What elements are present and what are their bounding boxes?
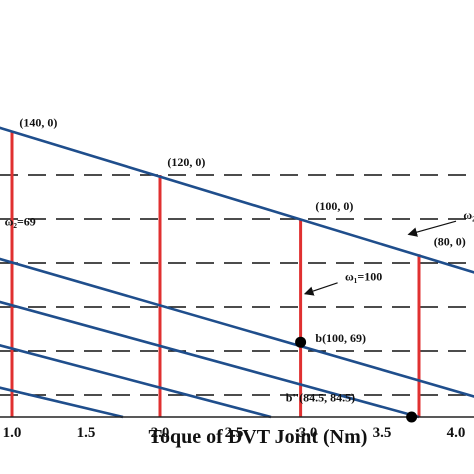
x-tick-label-0: 1.0 (3, 425, 22, 441)
data-points (295, 336, 418, 423)
point-1 (406, 411, 418, 423)
blue-line-1 (0, 257, 474, 398)
annotation-1: (120, 0) (167, 155, 205, 169)
blue-line-4 (0, 386, 124, 419)
blue-line-3 (0, 344, 272, 419)
red-vertical-lines (10, 131, 421, 417)
annotation-10: b(100, 69) (315, 331, 366, 345)
annotation-labels: (140, 0)(120, 0)(100, 0)(80, 0)(60, 0)(4… (5, 116, 474, 405)
x-tick-label-3: 2.5 (225, 425, 244, 441)
annotation-7: ω₂=0 (463, 208, 474, 222)
x-tick-label-4: 3.0 (299, 425, 318, 441)
blue-line-2 (0, 300, 420, 419)
blue-line-0 (0, 126, 474, 274)
annotation-2: (100, 0) (315, 199, 353, 213)
annotation-3: (80, 0) (434, 234, 466, 248)
dashed-gridlines (0, 174, 474, 396)
x-tick-label-6: 4.0 (447, 425, 466, 441)
x-tick-label-2: 2.0 (151, 425, 170, 441)
arrow-omega1-100 (303, 282, 338, 296)
annotation-arrows (303, 220, 457, 296)
x-axis-title: Toque of DVT Joint (Nm) (149, 426, 368, 448)
annotation-11: b''(84.5, 84.5) (286, 391, 355, 405)
annotation-8: ω₂=69 (5, 215, 36, 229)
annotation-9: ω₁=100 (345, 270, 382, 284)
x-tick-label-1: 1.5 (77, 425, 96, 441)
blue-boundary-lines (0, 126, 474, 419)
x-tick-label-5: 3.5 (373, 425, 392, 441)
arrow-omega2-0 (407, 220, 457, 237)
annotation-0: (140, 0) (19, 116, 57, 130)
point-0 (295, 336, 307, 348)
x-tick-labels: 1.01.52.02.53.03.54.04.55.05.56.06 (3, 425, 466, 441)
